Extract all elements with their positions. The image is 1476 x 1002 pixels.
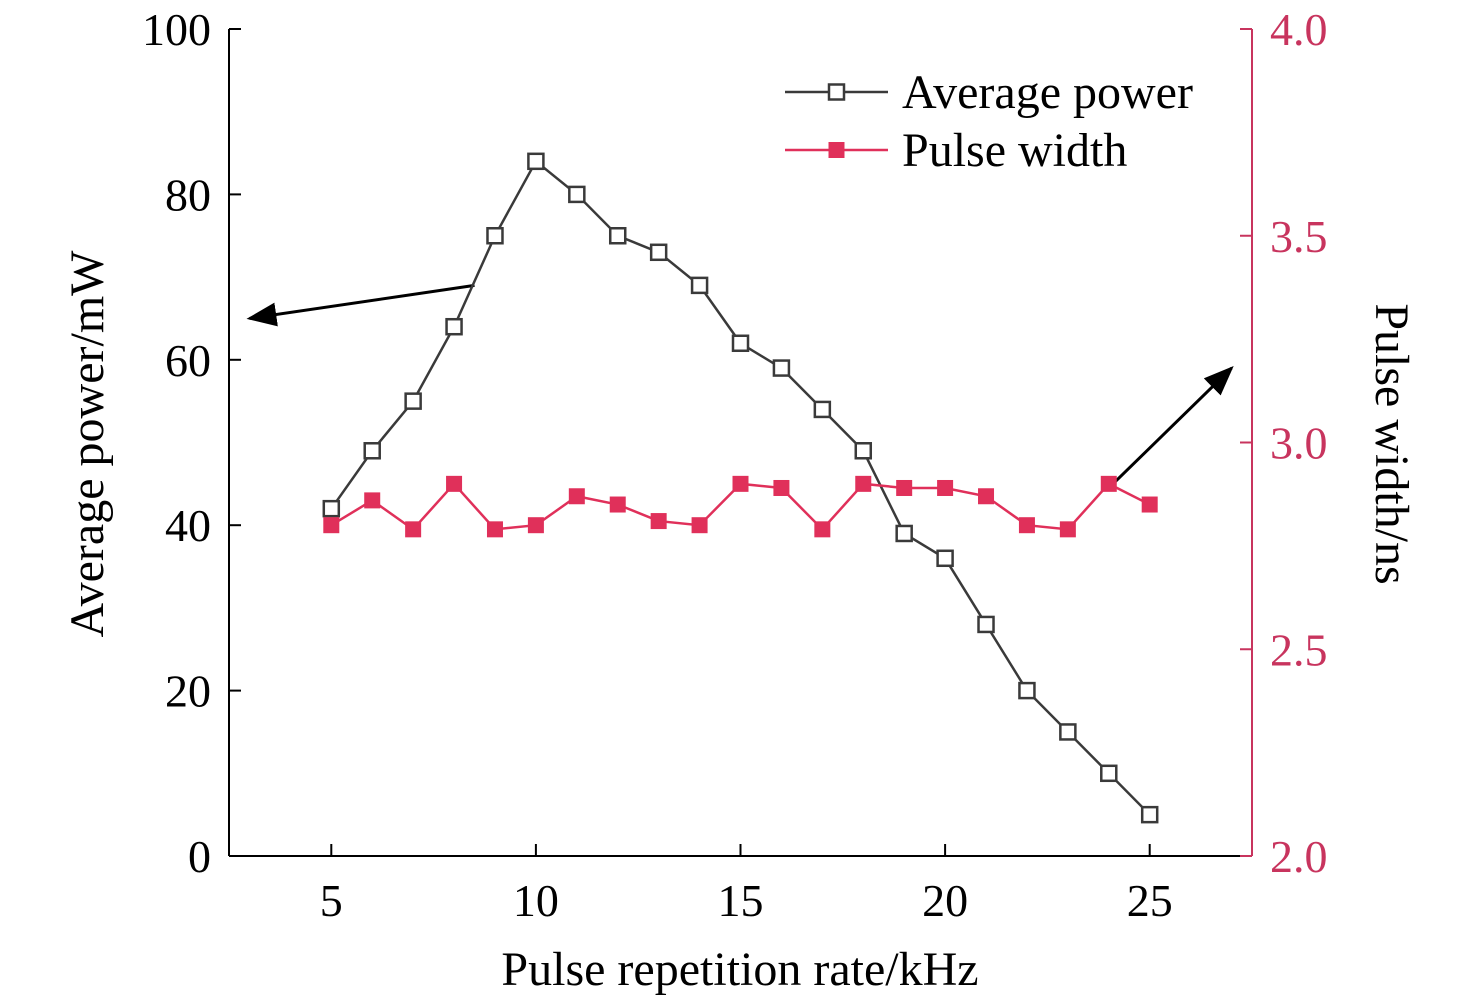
- y-left-tick-label: 40: [165, 500, 211, 551]
- average-power-point: [608, 227, 627, 245]
- average-power-point: [363, 442, 381, 460]
- pulse-width-point: [896, 479, 913, 496]
- pulse-width-point: [446, 475, 463, 492]
- pulse-width-point: [732, 475, 749, 492]
- pulse-width-point: [405, 521, 422, 538]
- y-left-tick-label: 100: [142, 4, 211, 55]
- average-power-point: [731, 334, 750, 353]
- average-power-point: [1018, 681, 1036, 700]
- average-power-point: [690, 276, 709, 295]
- y-left-tick-label: 60: [165, 335, 211, 386]
- pulse-width-point: [527, 517, 544, 534]
- average-power-point: [486, 227, 504, 245]
- y-left-tick-label: 0: [188, 831, 211, 882]
- y-axis-label-right: Pulse width/ns: [1365, 303, 1418, 584]
- average-power-point: [772, 359, 791, 377]
- arrow-to-right-axis: [1107, 365, 1234, 490]
- legend-average-power-label: Average power: [902, 66, 1193, 119]
- pulse-width-point: [814, 521, 831, 538]
- average-power-point: [1100, 764, 1118, 783]
- legend-pulse-width-label: Pulse width: [902, 124, 1127, 177]
- average-power-point: [895, 524, 913, 543]
- arrow-to-left-axis: [246, 283, 475, 327]
- average-power-point: [1059, 723, 1077, 741]
- pulse-width-point: [1141, 496, 1158, 513]
- pulse-width-point: [486, 521, 503, 538]
- pulse-width-point: [691, 517, 708, 534]
- average-power-point: [977, 615, 995, 634]
- y-axis-label-left: Average power/mW: [61, 250, 114, 638]
- x-tick-label: 10: [513, 875, 559, 926]
- y-right-tick-label: 2.0: [1270, 831, 1328, 882]
- data-series: [322, 152, 1159, 824]
- pulse-width-point: [1059, 521, 1076, 538]
- average-power-point: [322, 499, 341, 518]
- y-left-tick-label: 80: [165, 169, 211, 220]
- y-right-tick-label: 2.5: [1270, 624, 1328, 675]
- pulse-width-point: [1018, 517, 1035, 534]
- pulse-width-point: [323, 517, 340, 534]
- pulse-width-point: [650, 513, 667, 530]
- pulse-width-point: [568, 488, 585, 505]
- average-power-point: [527, 152, 545, 171]
- legend-average-power-marker: [827, 83, 846, 101]
- x-tick-label: 15: [718, 875, 764, 926]
- pulse-width-point: [1100, 475, 1117, 492]
- average-power-point: [568, 185, 586, 204]
- y-right-tick-label: 3.5: [1270, 211, 1328, 262]
- average-power-point: [445, 317, 463, 336]
- y-right-tick-label: 4.0: [1270, 4, 1328, 55]
- pulse-width-point: [609, 496, 626, 513]
- x-axis-label: Pulse repetition rate/kHz: [501, 943, 978, 996]
- pulse-width-point: [978, 488, 995, 505]
- average-power-point: [813, 400, 832, 419]
- legend-pulse-width-marker: [828, 142, 845, 158]
- pulse-width-point: [937, 479, 954, 496]
- y-right-tick-label: 3.0: [1270, 418, 1328, 469]
- annotation-arrows: [246, 283, 1234, 490]
- x-tick-label: 20: [922, 875, 968, 926]
- x-tick-label: 5: [320, 875, 343, 926]
- pulse-width-point: [364, 492, 381, 509]
- pulse-width-point: [855, 475, 872, 492]
- y-left-tick-label: 20: [165, 666, 211, 717]
- average-power-point: [1140, 805, 1159, 824]
- average-power-point: [649, 243, 668, 262]
- average-power-point: [936, 549, 954, 568]
- average-power-point: [404, 392, 422, 410]
- average-power-point: [854, 442, 873, 460]
- axis-ticks: 5 10 15 20 25 0 20 40 60 80 100 2.0 2.5 3.0 3.5 4.0: [142, 4, 1328, 926]
- pulse-width-point: [773, 479, 790, 496]
- x-tick-label: 25: [1127, 875, 1173, 926]
